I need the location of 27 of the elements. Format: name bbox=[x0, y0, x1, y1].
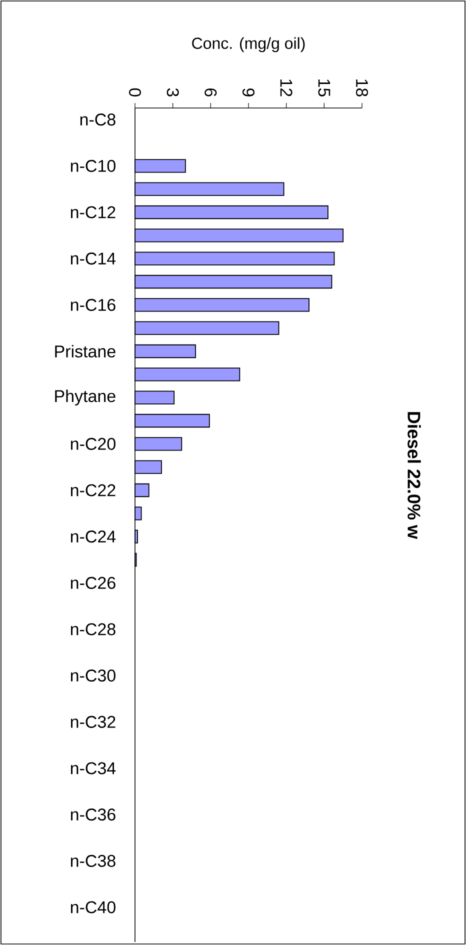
x-axis-title: Conc. (mg/g oil) bbox=[192, 37, 305, 52]
x-tick-label: 18 bbox=[356, 80, 368, 96]
y-tick-label: n-C40 bbox=[70, 901, 116, 914]
x-tick-label: 6 bbox=[204, 88, 217, 96]
y-tick-label: n-C24 bbox=[70, 530, 116, 543]
y-tick-label: Phytane bbox=[55, 390, 116, 406]
y-tick-label: n-C8 bbox=[80, 114, 116, 126]
y-tick-label: n-C26 bbox=[70, 576, 116, 589]
y-tick-label: n-C16 bbox=[70, 298, 116, 311]
y-tick-label: n-C12 bbox=[70, 206, 116, 218]
x-tick-label: 9 bbox=[242, 88, 255, 96]
y-tick-label: Pristane bbox=[55, 345, 116, 358]
y-tick-label: n-C28 bbox=[70, 623, 116, 636]
y-tick-label: n-C32 bbox=[70, 716, 116, 728]
y-tick-label: n-C20 bbox=[70, 438, 116, 450]
x-tick-label: 3 bbox=[166, 88, 179, 96]
y-tick-label: n-C38 bbox=[70, 854, 116, 867]
y-tick-label: n-C30 bbox=[70, 670, 116, 682]
y-tick-label: n-C14 bbox=[70, 252, 116, 265]
y-tick-label: n-C34 bbox=[70, 762, 116, 774]
x-tick-label: 15 bbox=[318, 80, 330, 96]
text: Diesel 22.0% w bbox=[408, 412, 421, 540]
x-tick-label: 0 bbox=[128, 88, 142, 96]
y-tick-label: n-C10 bbox=[70, 160, 116, 172]
x-tick-label: 12 bbox=[280, 80, 292, 96]
y-tick-label: n-C36 bbox=[70, 808, 116, 821]
y-tick-label: n-C22 bbox=[70, 484, 116, 496]
